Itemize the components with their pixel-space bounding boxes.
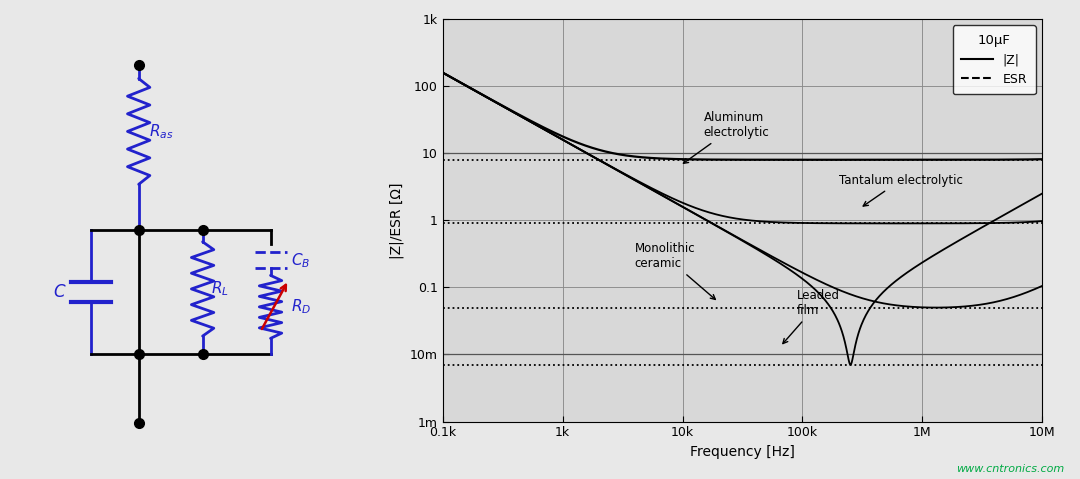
Text: $R_{as}$: $R_{as}$ [149, 122, 173, 141]
Text: Leaded
film: Leaded film [783, 289, 840, 343]
Text: Aluminum
electrolytic: Aluminum electrolytic [684, 111, 769, 163]
Y-axis label: |Z|/ESR [Ω]: |Z|/ESR [Ω] [390, 182, 404, 259]
Text: $C$: $C$ [53, 284, 67, 301]
Legend: |Z|, ESR: |Z|, ESR [953, 25, 1036, 94]
Text: $R_L$: $R_L$ [211, 280, 229, 298]
Text: $C_B$: $C_B$ [291, 251, 310, 270]
Text: $R_D$: $R_D$ [291, 297, 311, 316]
Text: Tantalum electrolytic: Tantalum electrolytic [838, 174, 962, 206]
Text: www.cntronics.com: www.cntronics.com [956, 464, 1064, 474]
Text: Monolithic
ceramic: Monolithic ceramic [635, 242, 715, 299]
X-axis label: Frequency [Hz]: Frequency [Hz] [690, 445, 795, 459]
